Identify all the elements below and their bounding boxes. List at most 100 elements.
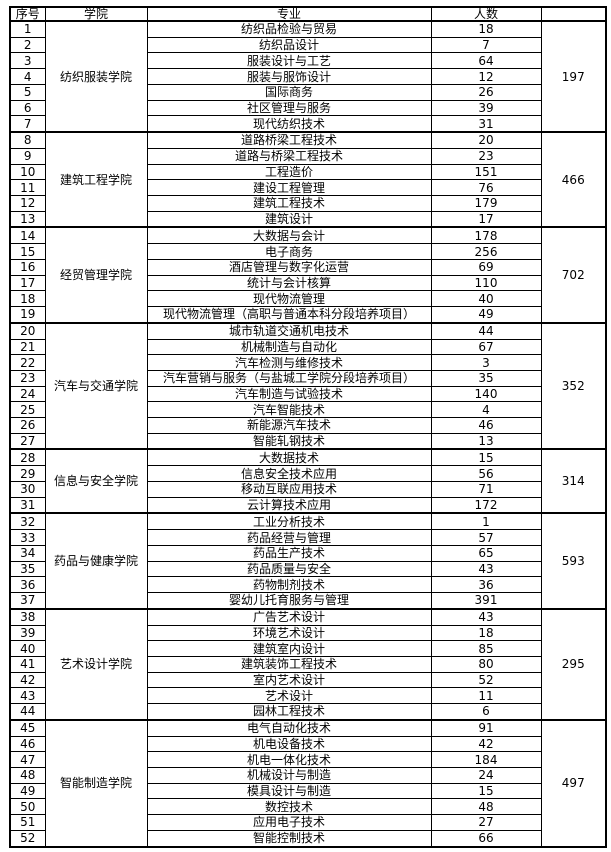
serial-number-cell: 16 [9,258,46,276]
major-cell: 城市轨道交通机电技术 [146,321,432,340]
count-cell: 65 [430,544,542,562]
serial-number-cell: 8 [9,131,46,149]
table-row: 35 药品质量与安全 43 [9,560,606,578]
major-cell: 艺术设计 [146,687,432,704]
count-cell: 66 [430,829,542,848]
serial-number-cell: 28 [9,448,46,467]
college-cell: 纺织服装学院 [44,19,148,133]
total-cell: 497 [540,718,607,848]
table-row: 12 建筑工程技术 179 [9,194,606,212]
total-cell: 593 [540,512,607,610]
table-row: 45 智能制造学院 电气自动化技术 91 497 [9,718,607,848]
table-row: 7 现代纺织技术 31 [9,115,606,133]
count-cell: 43 [430,560,542,578]
serial-number-cell: 43 [9,687,46,704]
serial-number-cell: 23 [9,369,46,387]
major-cell: 智能轧钢技术 [146,432,432,450]
table-row: 52 智能控制技术 66 [9,829,606,848]
major-cell: 国际商务 [146,83,432,101]
table-row: 38 艺术设计学院 广告艺术设计 43 295 [9,607,607,721]
serial-number-cell: 15 [9,243,46,260]
count-cell: 64 [430,52,542,70]
serial-number-cell: 34 [9,544,46,562]
major-cell: 药品经营与管理 [146,529,432,546]
major-cell: 应用电子技术 [146,814,432,831]
count-cell: 178 [430,226,542,245]
serial-number-cell: 47 [9,751,46,768]
count-cell: 18 [430,19,542,38]
count-cell: 20 [430,131,542,149]
count-cell: 179 [430,194,542,212]
count-cell: 91 [430,718,542,737]
college-cell: 信息与安全学院 [44,448,148,514]
serial-number-cell: 48 [9,766,46,784]
table-row: 31 云计算技术应用 172 [9,496,606,514]
count-cell: 391 [430,591,542,610]
table-row: 41 建筑装饰工程技术 80 [9,655,606,673]
major-cell: 模具设计与制造 [146,782,432,800]
major-cell: 云计算技术应用 [146,496,432,514]
major-cell: 社区管理与服务 [146,99,432,117]
count-cell: 44 [430,321,542,340]
serial-number-cell: 9 [9,147,46,165]
count-cell: 42 [430,735,542,753]
serial-number-cell: 30 [9,480,46,498]
major-cell: 纺织品检验与贸易 [146,19,432,38]
serial-number-cell: 42 [9,671,46,689]
major-cell: 汽车智能技术 [146,401,432,418]
count-cell: 71 [430,480,542,498]
count-cell: 11 [430,687,542,704]
count-cell: 7 [430,36,542,54]
serial-number-cell: 25 [9,401,46,418]
table-row: 51 应用电子技术 27 [9,814,606,831]
count-cell: 76 [430,179,542,196]
major-cell: 药品质量与安全 [146,560,432,578]
serial-number-cell: 36 [9,576,46,593]
count-cell: 17 [430,210,542,228]
count-cell: 140 [430,385,542,403]
table-row: 28 信息与安全学院 大数据技术 15 314 [9,448,607,514]
major-cell: 汽车营销与服务（与盐城工学院分段培养项目） [146,369,432,387]
major-cell: 新能源汽车技术 [146,416,432,434]
serial-number-cell: 11 [9,179,46,196]
table-row: 40 建筑室内设计 85 [9,640,606,657]
count-cell: 24 [430,766,542,784]
serial-number-cell: 4 [9,68,46,85]
total-cell: 466 [540,131,607,228]
serial-number-cell: 33 [9,529,46,546]
major-cell: 室内艺术设计 [146,671,432,689]
count-cell: 27 [430,814,542,831]
header-row: 序号 学院 专业 人数 [9,6,607,22]
table-row: 32 药品与健康学院 工业分析技术 1 593 [9,512,607,610]
major-cell: 移动互联应用技术 [146,480,432,498]
enrollment-table: 序号 学院 专业 人数 1 纺织服装学院 纺织品检验与贸易 18 197 2 纺织品设计 7 3… [9,6,607,848]
count-cell: 13 [430,432,542,450]
major-cell: 信息安全技术应用 [146,465,432,482]
major-cell: 建筑装饰工程技术 [146,655,432,673]
header-count: 人数 [430,6,542,22]
serial-number-cell: 46 [9,735,46,753]
serial-number-cell: 14 [9,226,46,245]
count-cell: 12 [430,68,542,85]
serial-number-cell: 20 [9,321,46,340]
count-cell: 56 [430,465,542,482]
major-cell: 药品生产技术 [146,544,432,562]
serial-number-cell: 1 [9,19,46,38]
count-cell: 80 [430,655,542,673]
table-row: 23 汽车营销与服务（与盐城工学院分段培养项目） 35 [9,369,606,387]
serial-number-cell: 41 [9,655,46,673]
major-cell: 广告艺术设计 [146,607,432,626]
college-cell: 建筑工程学院 [44,131,148,228]
major-cell: 数控技术 [146,798,432,816]
serial-number-cell: 31 [9,496,46,514]
table-row: 29 信息安全技术应用 56 [9,465,606,482]
table-row: 22 汽车检测与维修技术 3 [9,354,606,371]
table-row: 49 模具设计与制造 15 [9,782,606,800]
major-cell: 建筑工程技术 [146,194,432,212]
table-row: 26 新能源汽车技术 46 [9,416,606,434]
table-row: 37 婴幼儿托育服务与管理 391 [9,591,606,610]
count-cell: 35 [430,369,542,387]
major-cell: 智能控制技术 [146,829,432,848]
major-cell: 道路与桥梁工程技术 [146,147,432,165]
table-body: 1 纺织服装学院 纺织品检验与贸易 18 197 2 纺织品设计 7 3 服装设计与工艺 64 4 服装… [9,19,607,848]
